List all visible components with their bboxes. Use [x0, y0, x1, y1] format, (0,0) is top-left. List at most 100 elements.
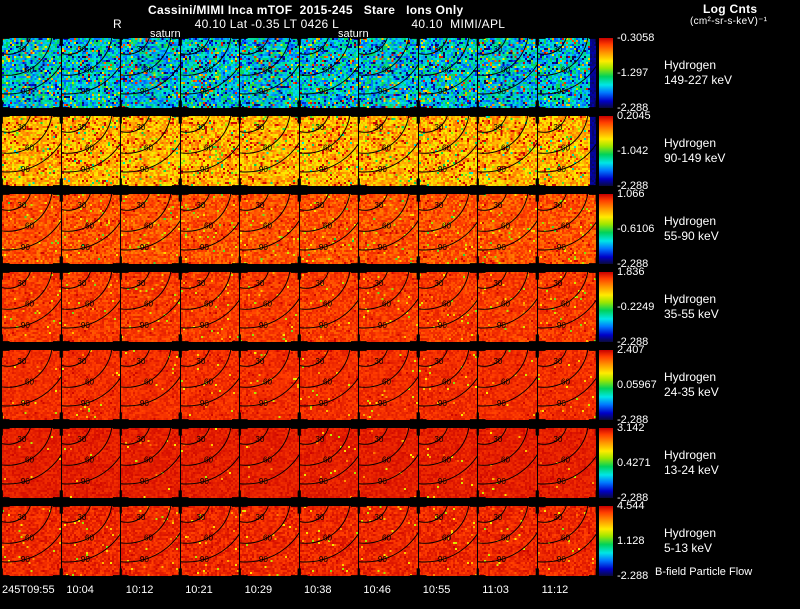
svg-text:60: 60	[84, 377, 94, 386]
svg-text:90: 90	[140, 399, 150, 408]
heatmap-canvas	[2, 194, 61, 264]
contour-angle-labels: 30 60 90	[196, 435, 213, 486]
contour-angle-labels: 30 60 90	[77, 45, 94, 96]
energy-row-149-227-keV: 30 60 90 30 60 90 30 60 90 30 60 90 30 60 90 30 60 90 30 60…	[2, 32, 798, 114]
polar-contour-arcs	[180, 272, 239, 329]
sky-map-panel: 30 60 90	[299, 506, 358, 576]
heatmap-canvas	[240, 116, 299, 186]
svg-text:30: 30	[255, 357, 265, 366]
heatmap-canvas	[299, 116, 358, 186]
svg-text:30: 30	[315, 435, 325, 444]
panel-overlay: 30 60 90	[537, 350, 596, 420]
svg-text:30: 30	[77, 513, 87, 522]
polar-contour-arcs	[418, 506, 477, 563]
contour-angle-labels: 30 60 90	[374, 201, 391, 252]
sky-map-panel: 30 60 90	[61, 272, 120, 342]
svg-text:60: 60	[441, 221, 451, 230]
panel-overlay: 30 60 90	[240, 194, 299, 264]
svg-text:30: 30	[196, 45, 206, 54]
contour-angle-labels: 30 60 90	[553, 279, 570, 330]
svg-text:60: 60	[203, 377, 213, 386]
contour-angle-labels: 30 60 90	[17, 201, 34, 252]
heatmap-canvas	[418, 272, 477, 342]
panel-overlay: 30 60 90	[299, 350, 358, 420]
svg-text:60: 60	[501, 221, 511, 230]
svg-text:30: 30	[196, 357, 206, 366]
heatmap-canvas	[240, 272, 299, 342]
sky-map-panel: 30 60 90	[418, 350, 477, 420]
sky-map-panel: 30 60 90	[240, 272, 299, 342]
panel-strip: 30 60 90 30 60 90 30 60 90 30 60 90 30 60 90 30 60 90 30 60…	[2, 194, 596, 264]
heatmap-canvas	[478, 428, 537, 498]
colorbar-units: (cm²-sr-s-keV)⁻¹	[690, 16, 768, 27]
heatmap-canvas	[418, 506, 477, 576]
species-label: Hydrogen	[664, 292, 717, 306]
species-label: Hydrogen	[664, 526, 717, 540]
ephemeris-line: R 40.10 Lat -0.35 LT 0426 L 40.10 MIMI/A…	[113, 17, 506, 31]
svg-text:90: 90	[259, 399, 269, 408]
polar-contour-arcs	[359, 506, 418, 563]
contour-angle-labels: 30 60 90	[77, 201, 94, 252]
contour-angle-labels: 30 60 90	[196, 279, 213, 330]
energy-range-label: 13-24 keV	[664, 463, 719, 477]
svg-text:60: 60	[501, 299, 511, 308]
contour-angle-labels: 30 60 90	[374, 45, 391, 96]
energy-band-label: Hydrogen 55-90 keV	[664, 214, 719, 244]
panel-overlay: 30 60 90	[2, 506, 61, 576]
energy-range-label: 5-13 keV	[664, 541, 713, 555]
heatmap-canvas	[418, 116, 477, 186]
polar-contour-arcs	[180, 38, 239, 95]
heatmap-canvas	[299, 38, 358, 108]
contour-angle-labels: 30 60 90	[315, 123, 332, 174]
svg-text:30: 30	[77, 435, 87, 444]
svg-text:30: 30	[255, 201, 265, 210]
panel-overlay: 30 60 90	[478, 272, 537, 342]
svg-text:60: 60	[84, 533, 94, 542]
svg-text:90: 90	[556, 399, 566, 408]
svg-text:30: 30	[374, 513, 384, 522]
svg-text:30: 30	[17, 435, 27, 444]
contour-angle-labels: 30 60 90	[136, 435, 153, 486]
contour-angle-labels: 30 60 90	[315, 45, 332, 96]
polar-contour-arcs	[121, 194, 180, 251]
svg-text:30: 30	[434, 435, 444, 444]
svg-text:60: 60	[322, 143, 332, 152]
svg-text:90: 90	[437, 477, 447, 486]
svg-text:90: 90	[497, 87, 507, 96]
svg-text:60: 60	[144, 143, 154, 152]
sky-map-panel: 30 60 90	[2, 350, 61, 420]
svg-text:90: 90	[199, 87, 209, 96]
svg-text:90: 90	[556, 477, 566, 486]
panel-strip: 30 60 90 30 60 90 30 60 90 30 60 90 30 60 90 30 60 90 30 60…	[2, 272, 596, 342]
sky-map-panel: 30 60 90	[240, 116, 299, 186]
svg-text:90: 90	[21, 321, 31, 330]
heatmap-canvas	[61, 38, 120, 108]
sky-map-panel: 30 60 90	[299, 350, 358, 420]
contour-angle-labels: 30 60 90	[553, 123, 570, 174]
contour-angle-labels: 30 60 90	[493, 279, 510, 330]
svg-text:60: 60	[501, 533, 511, 542]
sky-map-panel: 30 60 90	[478, 194, 537, 264]
time-tick-label: 10:38	[304, 584, 332, 596]
heatmap-canvas	[240, 506, 299, 576]
heatmap-canvas	[180, 272, 239, 342]
heatmap-canvas	[2, 38, 61, 108]
svg-text:90: 90	[378, 87, 388, 96]
sky-map-panel: 30 60 90	[418, 272, 477, 342]
svg-text:60: 60	[441, 299, 451, 308]
sky-map-panel: 30 60 90	[537, 506, 596, 576]
contour-angle-labels: 30 60 90	[315, 279, 332, 330]
svg-text:30: 30	[315, 45, 325, 54]
svg-text:30: 30	[434, 201, 444, 210]
heatmap-canvas	[299, 428, 358, 498]
svg-text:30: 30	[17, 279, 27, 288]
svg-text:60: 60	[382, 377, 392, 386]
svg-text:30: 30	[493, 123, 503, 132]
heatmap-canvas	[2, 272, 61, 342]
heatmap-canvas	[299, 350, 358, 420]
svg-text:30: 30	[434, 513, 444, 522]
sky-map-panel: 30 60 90	[180, 350, 239, 420]
time-tick-label: 11:12	[541, 584, 569, 596]
colorbar-title: Log Cnts	[703, 2, 758, 16]
